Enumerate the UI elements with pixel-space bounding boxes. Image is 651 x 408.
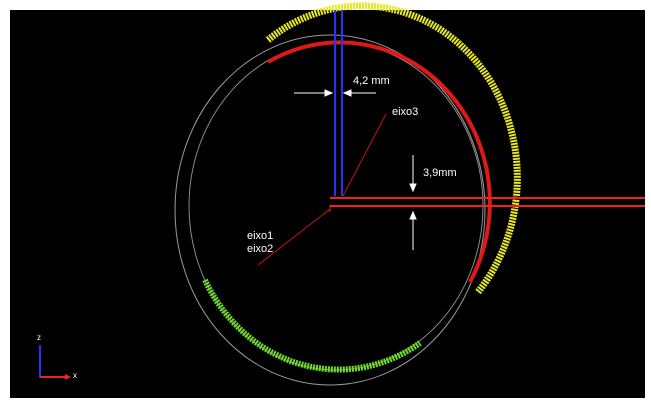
canvas [10, 10, 645, 398]
label: eixo3 [392, 106, 418, 118]
page: 4,2 mm eixo3 3,9mm eixo1 eixo2 z x (() =… [0, 0, 651, 408]
label: 3,9mm [423, 167, 457, 179]
label: 4,2 mm [353, 75, 390, 87]
viewer: 4,2 mm eixo3 3,9mm eixo1 eixo2 z x [0, 0, 651, 408]
label: eixo1 [247, 230, 273, 242]
label: eixo2 [247, 243, 273, 255]
icon-label: z [37, 333, 41, 342]
icon-label: x [73, 371, 77, 380]
